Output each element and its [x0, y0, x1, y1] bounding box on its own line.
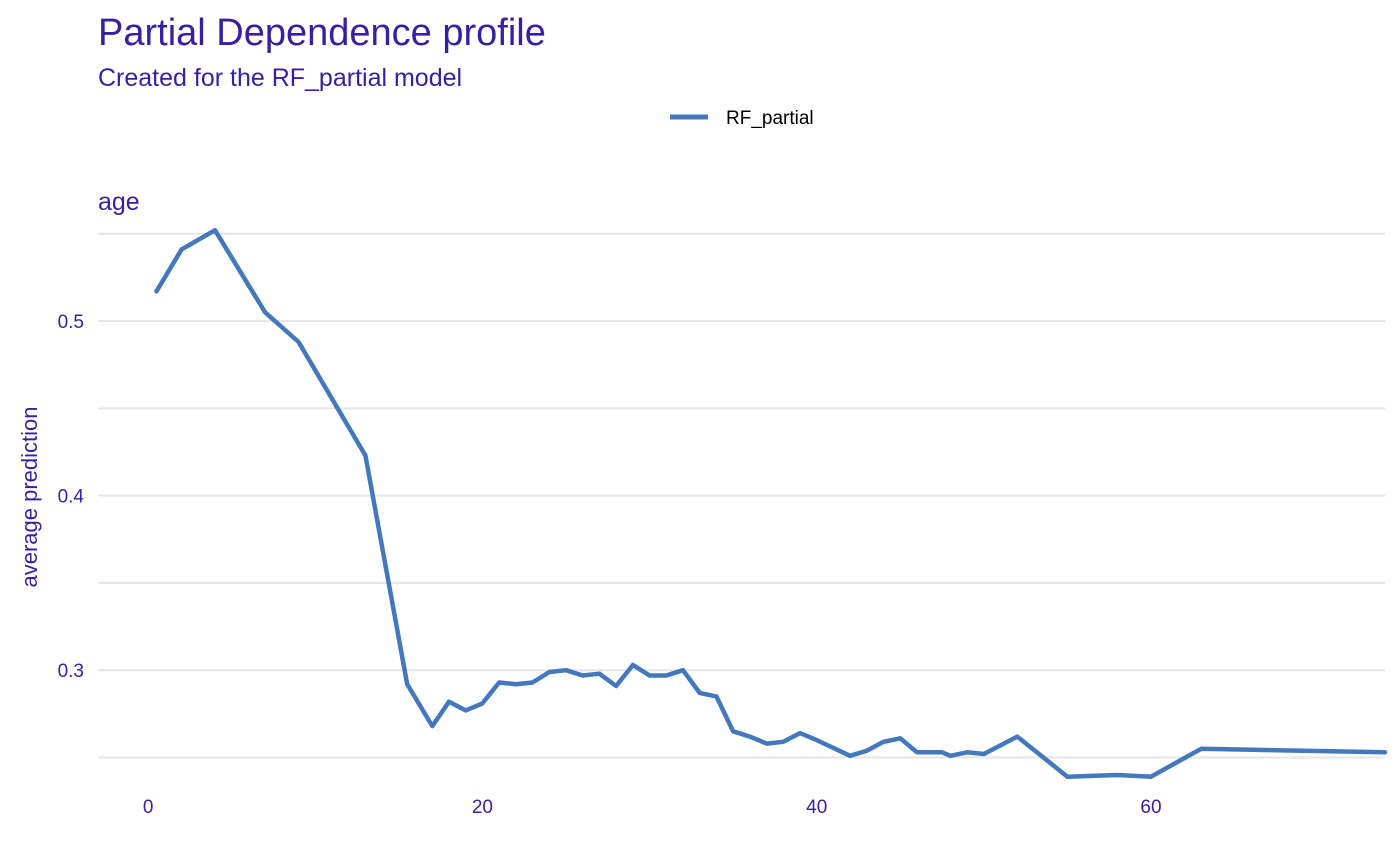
legend: RF_partial: [670, 108, 814, 129]
panel-title: age: [98, 188, 140, 216]
x-tick-label: 40: [806, 797, 827, 818]
x-tick-label: 0: [143, 797, 154, 818]
legend-label-rf-partial: RF_partial: [726, 108, 814, 129]
y-tick-label: 0.4: [58, 487, 85, 508]
series-line-rf-partial: [154, 227, 1388, 779]
x-tick-labels: 0 20 40 60: [143, 797, 1162, 818]
x-tick-label: 60: [1140, 797, 1161, 818]
chart-subtitle: Created for the RF_partial model: [98, 64, 463, 92]
y-axis-title: average prediction: [17, 406, 42, 587]
y-tick-label: 0.5: [58, 312, 84, 333]
y-tick-labels: 0.3 0.4 0.5: [58, 312, 85, 682]
chart-title: Partial Dependence profile: [98, 12, 546, 54]
gridlines: [98, 232, 1385, 759]
y-tick-label: 0.3: [58, 661, 84, 682]
x-tick-label: 20: [472, 797, 493, 818]
